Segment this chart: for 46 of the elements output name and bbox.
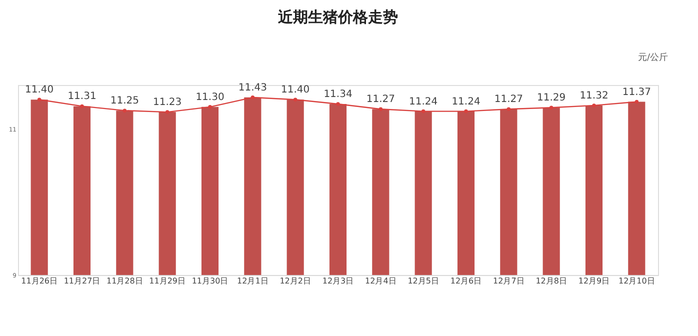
text: 元/公斤 — [638, 52, 668, 63]
x-tick-label: 12月2日 — [280, 276, 311, 286]
x-tick-label: 12月1日 — [237, 276, 268, 286]
chart-title: 近期生猪价格走势 — [277, 8, 398, 26]
x-tick-label: 12月6日 — [450, 276, 482, 286]
x-tick-label: 12月8日 — [536, 276, 567, 286]
point — [122, 108, 127, 112]
x-tick-label: 12月9日 — [578, 276, 610, 286]
x-tick-label: 11月28日 — [106, 276, 143, 286]
point — [378, 107, 383, 111]
x-tick-label: 12月3日 — [322, 276, 354, 286]
data-label: 11.27 — [366, 94, 395, 106]
point — [208, 105, 212, 109]
x-tick-label: 11月30日 — [192, 276, 228, 286]
data-label: 11.29 — [537, 92, 566, 104]
point — [634, 100, 639, 104]
point — [336, 102, 340, 106]
x-tick-label: 12月7日 — [493, 276, 524, 286]
data-label: 11.32 — [580, 90, 608, 102]
x-tick-label: 12月4日 — [365, 276, 396, 286]
point — [506, 107, 511, 111]
point — [421, 109, 426, 114]
point — [165, 110, 170, 114]
point — [293, 98, 298, 102]
point — [250, 96, 255, 100]
data-label: 11.27 — [494, 94, 523, 106]
data-label: 11.24 — [409, 96, 438, 108]
x-tick-label: 11月27日 — [64, 276, 100, 286]
point — [592, 104, 596, 108]
point — [80, 104, 84, 108]
x-tick-label: 11月29日 — [149, 276, 186, 286]
data-label: 11.30 — [196, 92, 224, 103]
x-tick-label: 12月10日 — [618, 276, 655, 286]
data-label: 11.23 — [153, 97, 182, 108]
data-label: 11.40 — [281, 84, 310, 96]
point — [37, 98, 42, 102]
data-label: 11.34 — [324, 89, 352, 100]
data-label: 11.40 — [25, 84, 54, 96]
x-tick-label: 11月26日 — [21, 276, 58, 286]
data-label: 11.37 — [622, 86, 651, 98]
data-label: 11.24 — [452, 96, 480, 108]
x-tick-label: 12月5日 — [408, 276, 439, 286]
point — [549, 106, 554, 110]
data-label: 11.25 — [110, 96, 139, 107]
data-label: 11.31 — [68, 91, 96, 102]
data-label: 11.43 — [238, 82, 267, 94]
